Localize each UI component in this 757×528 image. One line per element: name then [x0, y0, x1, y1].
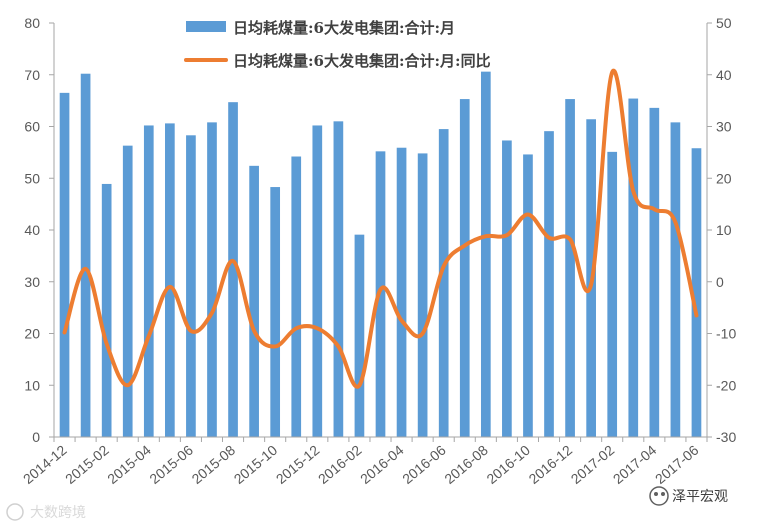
- right-tick-label: 30: [716, 119, 732, 135]
- bar: [607, 151, 618, 438]
- left-tick-label: 20: [24, 326, 40, 342]
- x-tick-label: 2015-12: [273, 442, 323, 487]
- bar: [186, 135, 196, 438]
- left-tick-label: 10: [24, 377, 40, 393]
- bar: [691, 148, 702, 438]
- x-tick-label: 2015-04: [104, 442, 154, 487]
- bar: [80, 73, 91, 438]
- bar: [333, 121, 344, 437]
- x-tick-label: 2015-02: [62, 442, 112, 487]
- x-axis-ticks: 2014-122015-022015-042015-062015-082015-…: [20, 437, 708, 487]
- left-tick-label: 50: [24, 170, 40, 186]
- bar: [438, 129, 449, 437]
- legend-label-bar: 日均耗煤量:6大发电集团:合计:月: [233, 19, 455, 37]
- wechat-icon: [649, 486, 669, 506]
- left-tick-label: 40: [24, 222, 40, 238]
- bar: [143, 125, 154, 438]
- x-tick-label: 2017-04: [610, 442, 660, 487]
- series-line: [62, 68, 699, 389]
- bar: [228, 102, 238, 438]
- wechat-icon-dot: [654, 492, 658, 496]
- left-tick-label: 70: [24, 67, 40, 83]
- wechat-icon-dot-2: [661, 492, 665, 496]
- x-tick-label: 2017-06: [652, 442, 702, 487]
- x-tick-label: 2017-02: [568, 442, 618, 487]
- left-tick-label: 60: [24, 119, 40, 135]
- watermark-left: 大数跨境: [6, 503, 86, 521]
- legend-swatch-bar: [186, 21, 226, 32]
- right-tick-label: 50: [716, 15, 732, 31]
- right-tick-label: -10: [716, 326, 736, 342]
- x-tick-label: 2016-06: [399, 442, 449, 487]
- bar: [59, 92, 70, 438]
- x-tick-label: 2015-06: [146, 442, 196, 487]
- x-tick-label: 2016-04: [357, 442, 407, 487]
- bar: [670, 122, 681, 438]
- watermark-right: 泽平宏观: [649, 486, 728, 506]
- legend-label-line: 日均耗煤量:6大发电集团:合计:月:同比: [233, 52, 491, 70]
- left-tick-label: 80: [24, 15, 40, 31]
- bar: [396, 147, 407, 437]
- right-tick-label: 20: [716, 170, 732, 186]
- legend: 日均耗煤量:6大发电集团:合计:月 日均耗煤量:6大发电集团:合计:月:同比: [184, 19, 491, 70]
- watermark-logo-icon: [6, 503, 24, 521]
- right-y-axis-ticks: -30 -20 -10 0 10 20 30 40 50: [707, 15, 736, 445]
- watermark-right-text: 泽平宏观: [672, 489, 728, 505]
- left-y-axis-ticks: 0 10 20 30 40 50 60 70 80: [24, 15, 54, 445]
- bar: [628, 98, 639, 438]
- x-tick-label: 2015-08: [188, 442, 238, 487]
- right-tick-label: -20: [716, 377, 736, 393]
- bar: [207, 122, 217, 438]
- x-tick-label: 2015-10: [231, 442, 281, 487]
- right-tick-label: -30: [716, 429, 736, 445]
- right-tick-label: 0: [716, 274, 724, 290]
- x-tick-label: 2016-08: [441, 442, 491, 487]
- bar: [523, 154, 533, 437]
- x-tick-label: 2016-02: [315, 442, 365, 487]
- line-series: [62, 68, 699, 389]
- bar: [249, 165, 259, 437]
- bar: [417, 153, 428, 437]
- right-tick-label: 40: [716, 67, 732, 83]
- bar: [291, 156, 302, 437]
- bar: [354, 234, 365, 437]
- x-tick-label: 2016-10: [483, 442, 533, 487]
- bar: [101, 183, 112, 437]
- right-tick-label: 10: [716, 222, 732, 238]
- watermark-left-text: 大数跨境: [30, 505, 86, 521]
- bar: [565, 99, 575, 437]
- bar: [122, 145, 133, 437]
- bar: [459, 99, 470, 437]
- bar: [312, 125, 323, 438]
- bar: [165, 123, 175, 437]
- left-tick-label: 30: [24, 274, 40, 290]
- bar: [544, 131, 554, 437]
- left-tick-label: 0: [32, 429, 40, 445]
- bar: [502, 140, 512, 437]
- bar: [270, 187, 281, 437]
- x-tick-label: 2016-12: [526, 442, 576, 487]
- bar: [649, 107, 660, 438]
- bar: [480, 71, 491, 438]
- x-tick-label: 2014-12: [20, 442, 70, 487]
